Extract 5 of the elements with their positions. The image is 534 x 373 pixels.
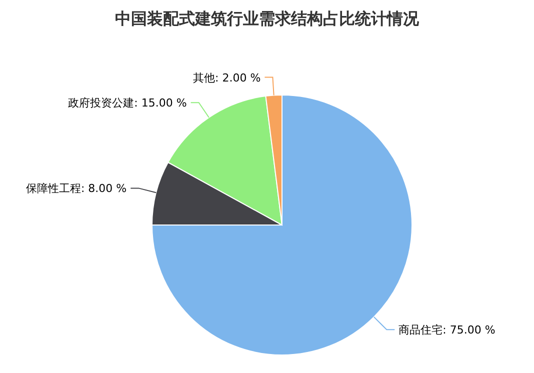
slice-label: 政府投资公建: 15.00 % <box>68 96 187 110</box>
slice-label: 商品住宅: 75.00 % <box>398 324 496 337</box>
slice-label: 其他: 2.00 % <box>193 71 261 84</box>
chart-title: 中国装配式建筑行业需求结构占比统计情况 <box>115 9 420 28</box>
slice-label: 保障性工程: 8.00 % <box>26 182 127 196</box>
